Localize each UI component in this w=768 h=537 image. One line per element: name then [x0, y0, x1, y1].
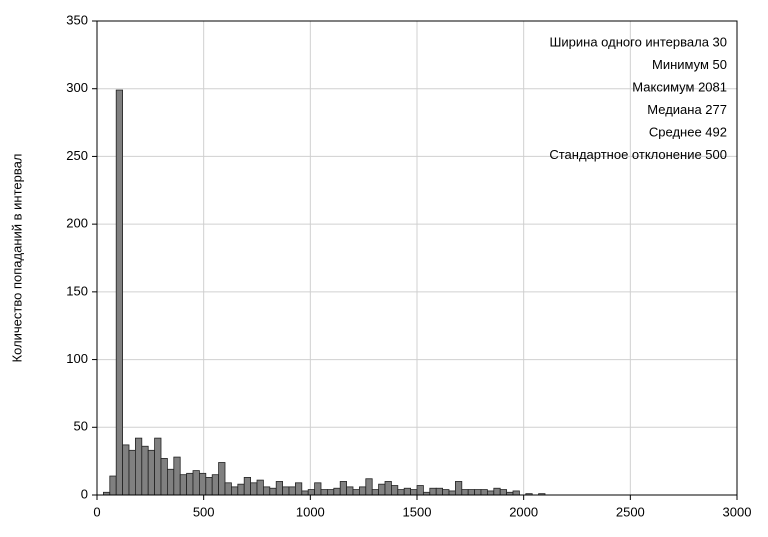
bar: [262, 486, 271, 496]
bar: [237, 483, 245, 496]
bar: [160, 458, 168, 496]
bar: [224, 482, 232, 496]
y-tick-label: 300: [66, 80, 88, 95]
x-tick-label: 500: [193, 504, 215, 519]
bar: [218, 462, 226, 496]
bar: [358, 486, 367, 496]
x-tick-label: 3000: [723, 504, 752, 519]
bar: [307, 489, 316, 496]
bar: [243, 476, 251, 496]
annotation: Медиана 277: [647, 102, 727, 117]
bar: [166, 468, 175, 496]
bar: [448, 490, 456, 496]
x-tick-label: 1000: [296, 504, 325, 519]
annotation: Среднее 492: [649, 124, 727, 139]
bar: [326, 489, 335, 496]
x-tick-label: 1500: [403, 504, 432, 519]
bar: [173, 456, 181, 496]
bar: [339, 481, 348, 496]
x-tick-label: 2000: [509, 504, 538, 519]
y-tick-label: 0: [81, 486, 88, 501]
bar: [429, 487, 437, 496]
bar: [128, 449, 136, 496]
bar: [301, 490, 309, 496]
bar: [205, 476, 213, 496]
y-tick-label: 150: [66, 283, 88, 298]
annotation: Ширина одного интервала 30: [549, 34, 727, 49]
bar: [115, 89, 123, 496]
bar: [486, 490, 495, 496]
bar: [192, 470, 200, 496]
bar: [141, 445, 149, 496]
x-tick-label: 2500: [616, 504, 645, 519]
plot-frame: [96, 20, 738, 496]
y-tick-label: 250: [66, 148, 88, 163]
bar: [154, 437, 162, 496]
bar: [461, 489, 469, 496]
bar: [147, 449, 155, 496]
bar: [109, 475, 117, 496]
annotation: Минимум 50: [652, 57, 727, 72]
bar: [282, 486, 290, 496]
bar: [403, 487, 412, 496]
y-tick-label: 50: [74, 419, 88, 434]
bar: [512, 490, 520, 496]
bar: [186, 472, 194, 496]
y-axis-label: Количество попаданий в интервал: [9, 154, 24, 363]
bar: [352, 489, 360, 496]
bar: [384, 481, 392, 496]
bar: [371, 489, 380, 496]
bar: [320, 489, 328, 496]
bar: [365, 478, 373, 496]
bar: [250, 482, 258, 496]
bar: [499, 489, 508, 496]
bar: [269, 487, 277, 496]
bar: [454, 481, 463, 496]
bar: [390, 485, 399, 496]
bar: [480, 489, 488, 496]
bar: [211, 474, 219, 496]
bar: [122, 444, 130, 496]
bar: [378, 483, 386, 496]
annotation: Стандартное отклонение 500: [549, 147, 727, 162]
y-tick-label: 100: [66, 351, 88, 366]
bar: [397, 489, 405, 496]
bar: [493, 487, 501, 496]
y-tick-label: 200: [66, 216, 88, 231]
bar: [314, 482, 322, 496]
bar: [333, 487, 341, 496]
bar: [134, 437, 143, 496]
y-tick-label: 350: [66, 12, 88, 27]
bar: [288, 486, 296, 496]
annotation: Максимум 2081: [632, 79, 727, 94]
bar: [179, 474, 187, 496]
bar: [416, 485, 424, 496]
bar: [294, 482, 303, 496]
bar: [230, 486, 239, 496]
bar: [198, 472, 207, 496]
bar: [474, 489, 482, 496]
bar: [256, 479, 264, 496]
bar: [435, 487, 444, 496]
bar: [467, 489, 476, 496]
bar: [346, 486, 354, 496]
x-tick-label: 0: [93, 504, 100, 519]
bar: [442, 489, 450, 496]
bar: [410, 489, 418, 496]
bar: [275, 481, 284, 496]
